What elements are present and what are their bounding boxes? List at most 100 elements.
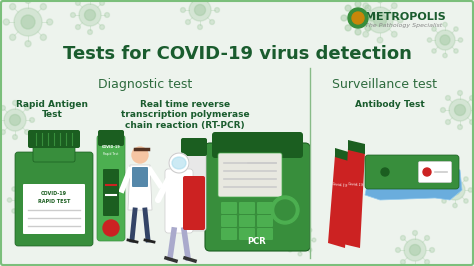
- FancyBboxPatch shape: [365, 155, 459, 189]
- FancyBboxPatch shape: [218, 153, 282, 197]
- FancyBboxPatch shape: [98, 130, 124, 146]
- Circle shape: [15, 190, 35, 210]
- FancyBboxPatch shape: [97, 135, 125, 241]
- Circle shape: [88, 30, 92, 35]
- Circle shape: [446, 120, 450, 124]
- Circle shape: [9, 114, 20, 126]
- Circle shape: [357, 17, 363, 23]
- Circle shape: [443, 22, 447, 27]
- Polygon shape: [128, 165, 152, 210]
- Circle shape: [377, 0, 383, 3]
- Circle shape: [454, 27, 458, 31]
- Circle shape: [308, 228, 312, 232]
- Circle shape: [9, 34, 16, 40]
- Circle shape: [367, 7, 393, 33]
- FancyBboxPatch shape: [212, 132, 303, 158]
- Circle shape: [355, 29, 361, 35]
- Circle shape: [271, 196, 299, 224]
- Circle shape: [7, 198, 12, 202]
- Circle shape: [21, 15, 35, 29]
- Circle shape: [198, 25, 202, 30]
- FancyBboxPatch shape: [221, 202, 237, 214]
- Circle shape: [103, 220, 119, 236]
- Circle shape: [412, 265, 418, 266]
- Circle shape: [9, 3, 16, 10]
- Circle shape: [470, 120, 474, 124]
- FancyBboxPatch shape: [15, 152, 93, 246]
- FancyBboxPatch shape: [205, 143, 310, 251]
- FancyBboxPatch shape: [165, 169, 193, 233]
- FancyBboxPatch shape: [419, 161, 452, 182]
- Circle shape: [75, 1, 81, 5]
- Circle shape: [341, 15, 347, 21]
- Text: Covid-19: Covid-19: [348, 182, 364, 188]
- Circle shape: [25, 41, 31, 47]
- Circle shape: [440, 35, 450, 45]
- Circle shape: [291, 231, 309, 249]
- Circle shape: [288, 228, 292, 232]
- Circle shape: [443, 53, 447, 58]
- Circle shape: [453, 203, 457, 208]
- Circle shape: [75, 25, 81, 30]
- Circle shape: [412, 231, 418, 235]
- Polygon shape: [365, 162, 462, 200]
- Circle shape: [363, 31, 369, 37]
- Circle shape: [46, 19, 53, 25]
- Circle shape: [429, 248, 435, 252]
- Circle shape: [84, 10, 95, 20]
- Text: Antibody Test: Antibody Test: [355, 100, 425, 109]
- Circle shape: [432, 49, 436, 53]
- FancyBboxPatch shape: [239, 202, 255, 214]
- Circle shape: [468, 188, 473, 192]
- Circle shape: [457, 125, 463, 130]
- Circle shape: [79, 4, 101, 26]
- Text: Diagnostic test: Diagnostic test: [98, 78, 192, 91]
- Circle shape: [425, 260, 429, 264]
- Text: Surveillance test: Surveillance test: [332, 78, 438, 91]
- Circle shape: [210, 20, 214, 24]
- Circle shape: [455, 105, 465, 115]
- Text: Tests for COVID-19 virus detection: Tests for COVID-19 virus detection: [63, 45, 411, 63]
- FancyBboxPatch shape: [23, 184, 85, 234]
- Circle shape: [25, 106, 29, 110]
- Text: Real time reverse
transcription polymerase
chain reaction (RT-PCR): Real time reverse transcription polymera…: [121, 100, 249, 130]
- Circle shape: [446, 95, 450, 100]
- Circle shape: [464, 177, 468, 181]
- Circle shape: [365, 25, 371, 31]
- Circle shape: [288, 248, 292, 252]
- Circle shape: [401, 260, 405, 264]
- FancyBboxPatch shape: [103, 169, 119, 216]
- FancyBboxPatch shape: [132, 167, 148, 187]
- Polygon shape: [328, 155, 352, 248]
- FancyBboxPatch shape: [221, 228, 237, 240]
- Circle shape: [365, 5, 371, 11]
- Circle shape: [345, 25, 351, 31]
- Circle shape: [194, 5, 206, 15]
- FancyBboxPatch shape: [28, 130, 80, 148]
- Text: Rapid Antigen
Test: Rapid Antigen Test: [16, 100, 88, 119]
- Circle shape: [100, 1, 104, 5]
- Circle shape: [374, 14, 386, 27]
- Text: PCR: PCR: [247, 237, 266, 246]
- Text: RAPID TEST: RAPID TEST: [38, 199, 70, 204]
- Circle shape: [25, 130, 29, 135]
- Circle shape: [30, 118, 35, 122]
- Circle shape: [369, 15, 375, 21]
- Circle shape: [454, 49, 458, 53]
- Polygon shape: [348, 140, 365, 154]
- Circle shape: [13, 135, 18, 139]
- Circle shape: [401, 235, 405, 240]
- Circle shape: [464, 199, 468, 203]
- Circle shape: [20, 195, 30, 205]
- Circle shape: [425, 235, 429, 240]
- Circle shape: [132, 147, 148, 163]
- Circle shape: [392, 3, 397, 9]
- Circle shape: [438, 188, 442, 192]
- FancyBboxPatch shape: [239, 215, 255, 227]
- Circle shape: [34, 187, 38, 191]
- Circle shape: [12, 209, 16, 213]
- Circle shape: [395, 248, 401, 252]
- Circle shape: [348, 8, 368, 28]
- Circle shape: [308, 248, 312, 252]
- Text: Covid-19: Covid-19: [332, 182, 348, 188]
